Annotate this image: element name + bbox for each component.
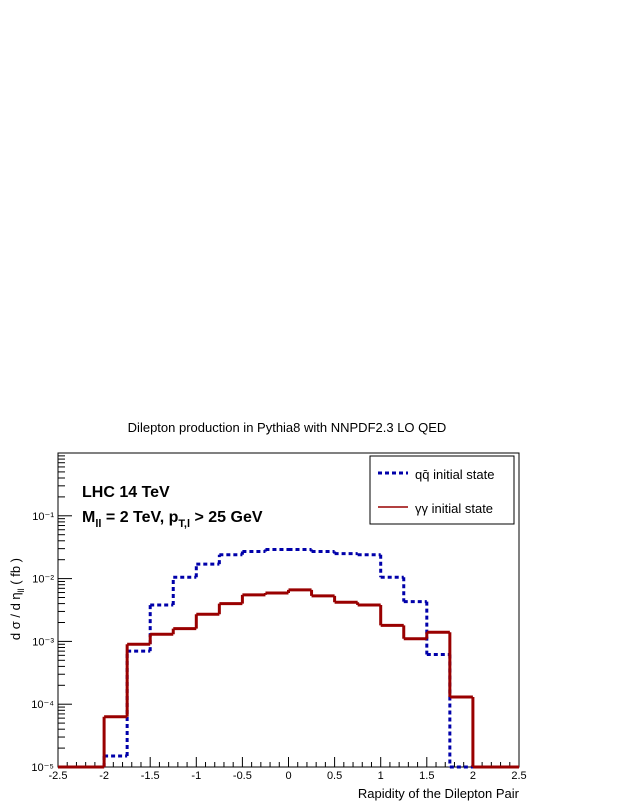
x-tick-label: -1.5	[141, 770, 160, 782]
x-tick-label: 2.5	[511, 770, 526, 782]
step-riser	[102, 549, 452, 767]
annotation-part: LHC 14 TeV	[82, 484, 170, 501]
annotation-part: T,l	[178, 518, 190, 530]
x-tick-label: -2	[99, 770, 109, 782]
x-tick-label: 1	[378, 770, 384, 782]
x-tick-label: 1.5	[419, 770, 434, 782]
legend-label: γγ initial state	[415, 501, 493, 516]
chart-title: Dilepton production in Pythia8 with NNPD…	[128, 420, 447, 435]
x-tick-label: -1	[191, 770, 201, 782]
y-axis-title-part: ll	[16, 588, 26, 592]
y-axis-title-part: ( fb )	[8, 558, 23, 588]
legend-box	[369, 455, 515, 525]
y-tick-label: 10⁻⁵	[31, 762, 54, 774]
x-tick-label: 0.5	[327, 770, 342, 782]
y-tick-label: 10⁻³	[32, 636, 54, 648]
y-axis-title: d σ / d ηll ( fb )	[8, 558, 26, 640]
annotation-part: > 25 GeV	[190, 509, 263, 526]
y-axis-title-part: d σ / d η	[8, 592, 23, 640]
legend-label: qq̄ initial state	[415, 467, 495, 482]
annotation-part: = 2 TeV, p	[101, 509, 178, 526]
x-tick-label: -2.5	[49, 770, 68, 782]
annotation: Mll = 2 TeV, pT,l > 25 GeV	[82, 509, 263, 530]
annotation-part: ll	[95, 518, 101, 530]
y-tick-label: 10⁻²	[32, 574, 54, 586]
y-tick-label: 10⁻⁴	[31, 699, 54, 711]
step-riser	[102, 589, 475, 767]
x-tick-label: 0	[285, 770, 291, 782]
annotation-part: M	[82, 509, 95, 526]
x-tick-label: 2	[470, 770, 476, 782]
y-tick-label: 10⁻¹	[32, 511, 54, 523]
annotation: LHC 14 TeV	[82, 484, 170, 501]
x-tick-label: -0.5	[233, 770, 252, 782]
x-axis-title: Rapidity of the Dilepton Pair	[358, 786, 520, 801]
